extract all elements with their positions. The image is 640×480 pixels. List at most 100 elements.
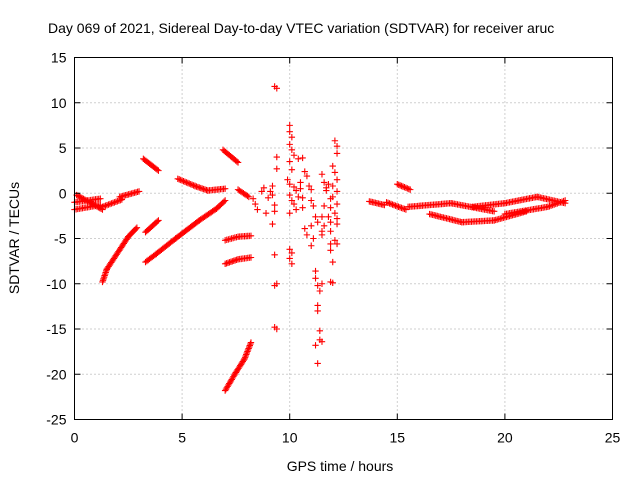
data-point [299, 154, 306, 162]
data-point [323, 184, 330, 192]
data-point [181, 178, 189, 185]
x-axis-label: GPS time / hours [287, 458, 394, 474]
data-point [247, 254, 255, 261]
data-point [286, 209, 293, 217]
data-point [243, 351, 250, 358]
data-point [286, 122, 293, 129]
y-tick-label: -15 [46, 321, 66, 337]
data-point [273, 85, 280, 92]
data-point [333, 240, 341, 248]
data-point [389, 201, 396, 208]
data-point [187, 181, 194, 188]
data-point [325, 181, 332, 188]
data-point [557, 199, 564, 206]
data-point [327, 204, 334, 211]
data-point [117, 196, 124, 204]
series-arc-early-cluster [71, 188, 143, 213]
data-point [246, 342, 253, 349]
data-point [103, 201, 111, 209]
data-point [247, 339, 255, 346]
data-point [247, 340, 254, 348]
data-point [327, 228, 334, 235]
series-arc-rise-1 [99, 224, 141, 286]
y-axis-label: SDTVAR / TECUs [6, 182, 22, 294]
data-point [399, 183, 407, 190]
data-point [320, 202, 328, 210]
data-point [106, 200, 114, 208]
data-point [312, 213, 319, 220]
data-point [241, 355, 248, 363]
data-point [401, 184, 408, 191]
data-point [288, 260, 296, 268]
series-arc-low-2 [221, 254, 255, 268]
data-point [299, 194, 306, 201]
data-point [273, 153, 280, 161]
data-point [544, 203, 552, 211]
data-point [84, 197, 91, 205]
series-arc-mid-2 [234, 186, 253, 201]
data-point [290, 183, 298, 191]
data-point [81, 196, 89, 203]
x-tick-label: 15 [390, 430, 406, 446]
data-point [407, 186, 414, 193]
data-point [221, 185, 229, 192]
y-tick-label: 10 [51, 95, 67, 111]
axes: 0 5 10 15 20 25 15 10 5 0 -5 -10 -15 -20 -25 [46, 50, 620, 446]
data-point [260, 184, 268, 192]
data-point [249, 195, 257, 202]
data-point [241, 354, 249, 361]
data-point [308, 242, 315, 249]
data-point [392, 202, 399, 209]
data-point [314, 302, 321, 309]
data-point [262, 209, 270, 217]
data-point [288, 146, 296, 154]
data-point [286, 181, 293, 188]
data-point [221, 197, 229, 204]
data-point [310, 235, 317, 242]
series-arc-short-2 [142, 217, 162, 236]
data-point [297, 185, 304, 192]
data-point [327, 240, 334, 248]
data-point [108, 200, 115, 207]
data-point [318, 338, 326, 345]
data-point [105, 201, 112, 208]
data-point [269, 220, 276, 228]
data-point [245, 345, 252, 352]
data-point [318, 171, 326, 178]
data-point [329, 193, 336, 201]
data-point [295, 193, 302, 201]
data-point [295, 155, 302, 163]
data-point [308, 222, 315, 230]
data-point [290, 152, 298, 159]
data-point [329, 258, 336, 266]
data-point [111, 199, 118, 206]
data-point [154, 218, 161, 225]
data-point [396, 204, 404, 211]
y-tick-label: 15 [51, 50, 67, 66]
data-point [284, 176, 291, 183]
data-point [331, 209, 339, 217]
data-point [398, 204, 405, 212]
data-point [404, 185, 411, 192]
data-point [155, 167, 162, 174]
data-point [299, 204, 306, 211]
series-arc-deep [221, 339, 255, 394]
data-point [325, 213, 332, 220]
data-point [333, 150, 341, 157]
data-point [286, 158, 293, 165]
data-point [314, 282, 321, 289]
data-point [399, 205, 407, 212]
data-point [99, 203, 106, 211]
data-point [271, 201, 278, 209]
y-tick-label: -20 [46, 366, 66, 382]
data-point [176, 176, 183, 183]
data-point [386, 200, 393, 207]
data-point [80, 195, 87, 203]
data-point [318, 213, 326, 220]
data-point [133, 224, 141, 231]
data-point [180, 177, 187, 185]
series-arc-high-1 [219, 146, 242, 166]
data-point [396, 182, 404, 189]
data-point [244, 192, 251, 200]
